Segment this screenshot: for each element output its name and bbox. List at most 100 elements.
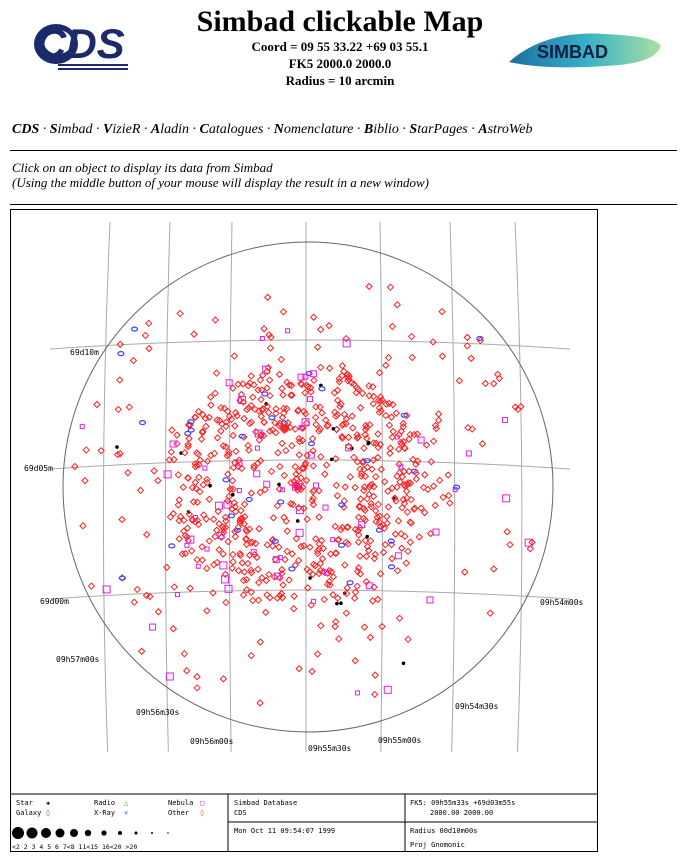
other-marker[interactable] bbox=[154, 608, 163, 616]
other-marker[interactable] bbox=[464, 423, 472, 432]
other-marker[interactable] bbox=[490, 379, 498, 388]
other-marker[interactable] bbox=[290, 605, 298, 613]
other-marker[interactable] bbox=[255, 578, 263, 587]
other-marker[interactable] bbox=[304, 383, 312, 391]
other-marker[interactable] bbox=[331, 549, 340, 557]
other-marker[interactable] bbox=[175, 535, 183, 543]
other-marker[interactable] bbox=[355, 531, 363, 539]
other-marker[interactable] bbox=[224, 537, 232, 546]
other-marker[interactable] bbox=[333, 411, 342, 419]
other-marker[interactable] bbox=[315, 427, 323, 435]
other-marker[interactable] bbox=[281, 555, 289, 564]
other-marker[interactable] bbox=[231, 528, 239, 536]
other-marker[interactable] bbox=[256, 488, 264, 497]
other-marker[interactable] bbox=[180, 516, 188, 525]
star-marker[interactable] bbox=[329, 457, 334, 462]
other-marker[interactable] bbox=[256, 638, 265, 646]
other-marker[interactable] bbox=[316, 559, 325, 568]
other-marker[interactable] bbox=[163, 563, 171, 572]
other-marker[interactable] bbox=[439, 493, 447, 502]
other-marker[interactable] bbox=[332, 617, 340, 626]
other-marker[interactable] bbox=[310, 376, 318, 385]
other-marker[interactable] bbox=[303, 451, 311, 460]
other-marker[interactable] bbox=[248, 538, 257, 546]
other-marker[interactable] bbox=[396, 468, 404, 477]
other-marker[interactable] bbox=[340, 367, 348, 376]
other-marker[interactable] bbox=[214, 507, 222, 516]
other-marker[interactable] bbox=[275, 543, 283, 551]
other-marker[interactable] bbox=[316, 566, 325, 575]
star-marker[interactable] bbox=[264, 402, 269, 406]
other-marker[interactable] bbox=[82, 446, 91, 454]
nebula-marker[interactable] bbox=[204, 546, 210, 552]
other-marker[interactable] bbox=[264, 363, 273, 372]
other-marker[interactable] bbox=[412, 469, 420, 477]
other-marker[interactable] bbox=[412, 460, 420, 468]
other-marker[interactable] bbox=[371, 671, 379, 679]
nebula-marker[interactable] bbox=[285, 328, 291, 334]
nebula-marker[interactable] bbox=[195, 563, 201, 569]
other-marker[interactable] bbox=[244, 441, 252, 450]
other-marker[interactable] bbox=[355, 502, 364, 510]
nebula-marker[interactable] bbox=[311, 598, 317, 604]
nebula-marker[interactable] bbox=[163, 470, 172, 479]
other-marker[interactable] bbox=[295, 434, 303, 443]
other-marker[interactable] bbox=[429, 482, 438, 490]
nebula-marker[interactable] bbox=[322, 504, 329, 511]
other-marker[interactable] bbox=[245, 446, 253, 454]
other-marker[interactable] bbox=[467, 354, 475, 363]
other-marker[interactable] bbox=[334, 594, 342, 602]
other-marker[interactable] bbox=[229, 485, 237, 493]
other-marker[interactable] bbox=[193, 498, 202, 506]
other-marker[interactable] bbox=[261, 485, 269, 494]
nebula-marker[interactable] bbox=[298, 424, 304, 430]
other-marker[interactable] bbox=[412, 475, 421, 483]
other-marker[interactable] bbox=[392, 497, 400, 505]
other-marker[interactable] bbox=[344, 442, 353, 451]
other-marker[interactable] bbox=[238, 464, 246, 473]
star-marker[interactable] bbox=[401, 661, 406, 666]
other-marker[interactable] bbox=[285, 381, 294, 389]
other-marker[interactable] bbox=[495, 374, 504, 383]
other-marker[interactable] bbox=[286, 423, 294, 432]
nebula-marker[interactable] bbox=[223, 500, 232, 509]
other-marker[interactable] bbox=[375, 518, 384, 526]
other-marker[interactable] bbox=[272, 405, 280, 413]
galaxy-marker[interactable] bbox=[363, 458, 371, 464]
other-marker[interactable] bbox=[276, 591, 284, 600]
other-marker[interactable] bbox=[316, 425, 324, 433]
other-marker[interactable] bbox=[273, 594, 282, 602]
other-marker[interactable] bbox=[444, 491, 453, 500]
other-marker[interactable] bbox=[353, 582, 361, 590]
other-marker[interactable] bbox=[313, 650, 322, 658]
other-marker[interactable] bbox=[165, 456, 174, 464]
nebula-marker[interactable] bbox=[383, 685, 392, 694]
nebula-marker[interactable] bbox=[502, 494, 511, 503]
other-marker[interactable] bbox=[298, 436, 307, 445]
other-marker[interactable] bbox=[260, 325, 268, 333]
other-marker[interactable] bbox=[323, 422, 331, 430]
sky-map[interactable]: 69d10m 69d05m 69d00m 09h57m00s 09h56m30s… bbox=[10, 209, 598, 852]
other-marker[interactable] bbox=[195, 473, 203, 481]
other-marker[interactable] bbox=[399, 495, 408, 504]
other-marker[interactable] bbox=[357, 469, 366, 478]
other-marker[interactable] bbox=[405, 467, 413, 476]
other-marker[interactable] bbox=[211, 389, 219, 398]
other-marker[interactable] bbox=[246, 379, 254, 387]
other-marker[interactable] bbox=[478, 440, 487, 448]
other-marker[interactable] bbox=[136, 486, 145, 495]
other-marker[interactable] bbox=[315, 513, 323, 521]
galaxy-marker[interactable] bbox=[168, 543, 176, 549]
nebula-marker[interactable] bbox=[354, 690, 360, 696]
other-marker[interactable] bbox=[476, 336, 485, 345]
other-marker[interactable] bbox=[263, 402, 272, 411]
other-marker[interactable] bbox=[308, 570, 317, 578]
other-marker[interactable] bbox=[176, 309, 184, 318]
other-marker[interactable] bbox=[389, 400, 397, 409]
other-marker[interactable] bbox=[97, 446, 105, 455]
other-marker[interactable] bbox=[292, 470, 300, 478]
other-marker[interactable] bbox=[402, 487, 411, 496]
other-marker[interactable] bbox=[468, 425, 476, 433]
other-marker[interactable] bbox=[401, 532, 409, 541]
other-marker[interactable] bbox=[228, 477, 237, 485]
